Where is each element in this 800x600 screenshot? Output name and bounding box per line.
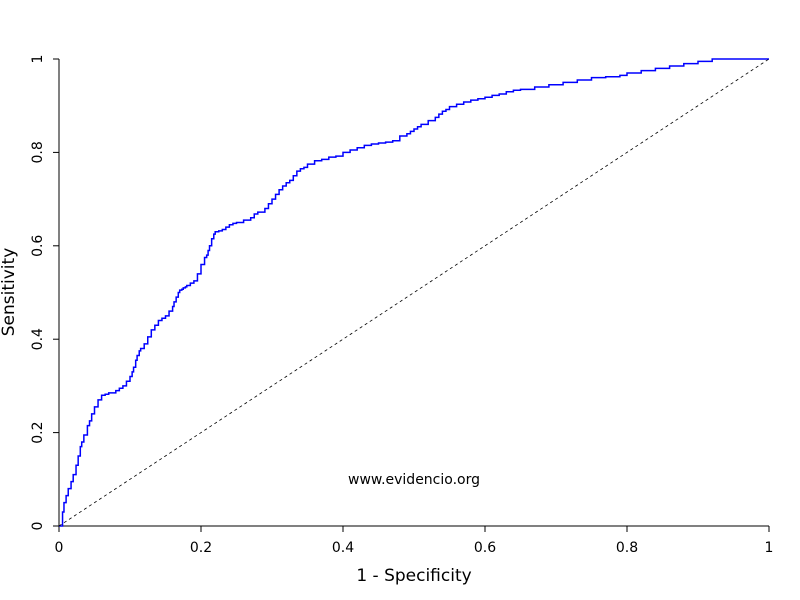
reference-diagonal-line (58, 58, 770, 527)
y-tick-label-1: 0.2 (30, 421, 46, 443)
series-layer (58, 58, 770, 527)
y-tick-label-2: 0.4 (30, 328, 46, 350)
y-tick-label-5: 1 (30, 55, 46, 64)
axes: 0 0.2 0.4 0.6 0.8 1 0 0.2 0.4 0.6 0.8 1 (30, 55, 773, 556)
x-tick-label-3: 0.6 (474, 540, 496, 556)
roc-curve-line (59, 58, 769, 527)
y-axis-label: Sensitivity (0, 248, 19, 337)
watermark-annotation: www.evidencio.org (348, 472, 480, 488)
y-tick-label-3: 0.6 (30, 235, 46, 257)
x-tick-label-5: 1 (765, 540, 774, 556)
x-tick-label-0: 0 (55, 540, 64, 556)
x-tick-label-2: 0.4 (332, 540, 354, 556)
y-tick-label-0: 0 (30, 522, 46, 531)
x-axis-label: 1 - Specificity (356, 566, 471, 586)
y-tick-label-4: 0.8 (30, 141, 46, 163)
x-tick-label-4: 0.8 (616, 540, 638, 556)
x-tick-label-1: 0.2 (190, 540, 212, 556)
